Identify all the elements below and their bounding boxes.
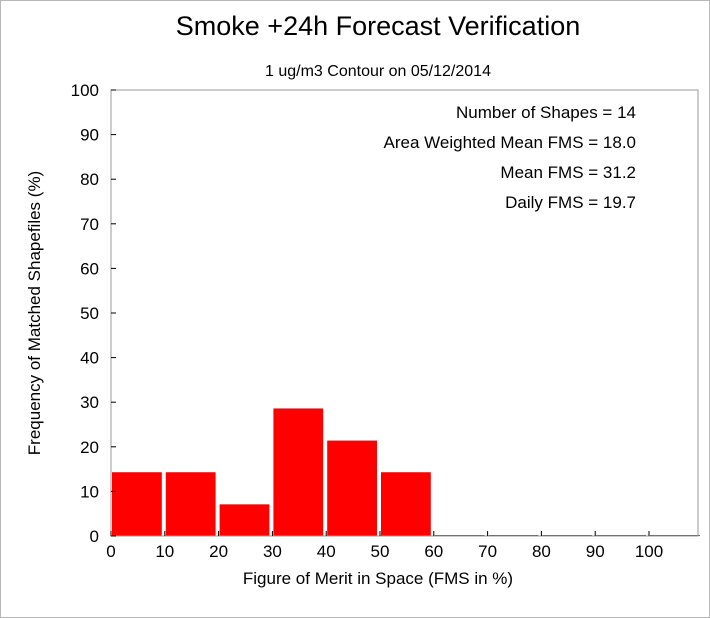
- x-tick-label: 0: [106, 542, 115, 561]
- y-tick-label: 80: [80, 170, 99, 189]
- x-tick-label: 50: [371, 542, 390, 561]
- x-tick-label: 100: [635, 542, 663, 561]
- y-tick-label: 30: [80, 393, 99, 412]
- y-axis-ticks: 0 10 20 30 40 50 60 70 80 90 100: [71, 81, 116, 546]
- stat-line: Area Weighted Mean FMS = 18.0: [384, 133, 636, 152]
- stat-line: Number of Shapes = 14: [456, 103, 636, 122]
- x-tick-label: 70: [478, 542, 497, 561]
- stat-line: Mean FMS = 31.2: [500, 163, 636, 182]
- bar-2: [219, 504, 270, 536]
- x-tick-label: 90: [586, 542, 605, 561]
- y-tick-label: 90: [80, 126, 99, 145]
- stat-line: Daily FMS = 19.7: [505, 193, 636, 212]
- y-tick-label: 60: [80, 259, 99, 278]
- chart-subtitle: 1 ug/m3 Contour on 05/12/2014: [265, 63, 491, 80]
- bar-5: [381, 472, 431, 536]
- y-tick-label: 100: [71, 81, 99, 100]
- x-tick-label: 40: [317, 542, 336, 561]
- x-tick-label: 20: [209, 542, 228, 561]
- bar-0: [112, 472, 162, 536]
- bar-3: [273, 408, 324, 536]
- x-tick-label: 60: [424, 542, 443, 561]
- y-tick-label: 0: [90, 527, 99, 546]
- plot-area: [110, 89, 699, 537]
- x-tick-label: 30: [263, 542, 282, 561]
- x-tick-label: 10: [155, 542, 174, 561]
- y-tick-label: 20: [80, 438, 99, 457]
- bars-group: [112, 408, 700, 536]
- chart-title: Smoke +24h Forecast Verification: [176, 11, 580, 41]
- stats-box: Number of Shapes = 14 Area Weighted Mean …: [384, 103, 636, 212]
- y-tick-label: 70: [80, 215, 99, 234]
- x-tick-label: 80: [532, 542, 551, 561]
- y-axis-label: Frequency of Matched Shapefiles (%): [25, 171, 44, 455]
- y-tick-label: 40: [80, 349, 99, 368]
- x-axis-ticks: 0 10 20 30 40 50 60 70 80 90 100: [106, 531, 663, 561]
- x-axis-label: Figure of Merit in Space (FMS in %): [243, 569, 513, 588]
- bar-4: [327, 440, 377, 536]
- bar-1: [165, 472, 216, 536]
- y-tick-label: 10: [80, 482, 99, 501]
- y-tick-label: 50: [80, 304, 99, 323]
